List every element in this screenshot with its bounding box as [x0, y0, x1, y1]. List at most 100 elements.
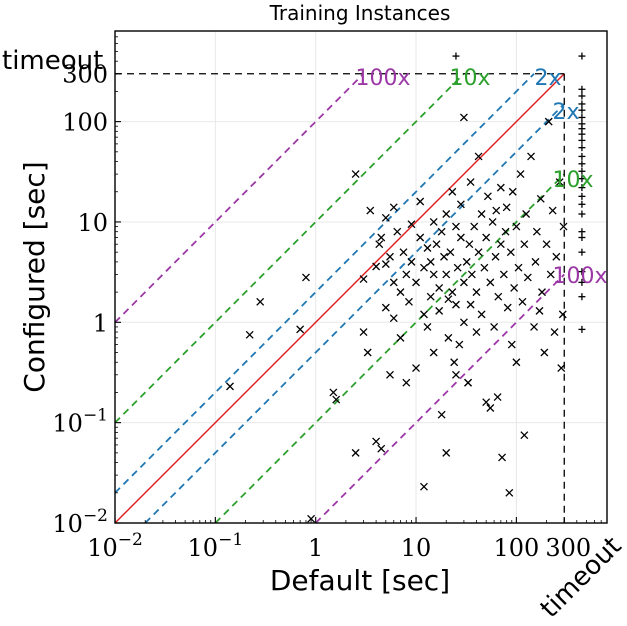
- data-point-stroke: [480, 263, 489, 272]
- data-point-stroke: [386, 252, 394, 261]
- data-point-stroke: [429, 218, 438, 226]
- ratio-line-upper-10x: [114, 73, 465, 424]
- data-point: [377, 444, 386, 453]
- data-point: [474, 248, 483, 257]
- data-point: [578, 192, 586, 200]
- data-point-stroke: [396, 288, 405, 297]
- data-point-stroke: [498, 453, 507, 462]
- data-point-stroke: [467, 270, 476, 279]
- tick-label-x: 1: [308, 534, 323, 562]
- data-point: [393, 227, 402, 236]
- data-point-stroke: [444, 333, 453, 342]
- data-point: [578, 175, 586, 183]
- data-point-stroke: [482, 233, 491, 242]
- data-point: [498, 453, 507, 462]
- data-point: [435, 306, 444, 315]
- data-point: [359, 275, 368, 283]
- data-point: [522, 210, 531, 218]
- data-point-stroke: [452, 300, 460, 309]
- data-point: [578, 160, 586, 168]
- ratio-line-lower-2x: [144, 103, 565, 524]
- data-point: [420, 263, 428, 272]
- data-point-stroke: [464, 378, 473, 387]
- data-point: [442, 210, 451, 218]
- data-point-stroke: [514, 263, 523, 272]
- data-point: [578, 144, 586, 152]
- data-point: [482, 398, 491, 407]
- data-point: [505, 488, 514, 497]
- data-point: [437, 227, 446, 236]
- data-point: [540, 348, 549, 357]
- data-point: [435, 283, 444, 292]
- data-point: [466, 178, 475, 186]
- data-point-stroke: [472, 288, 481, 297]
- data-point: [578, 167, 586, 175]
- data-point-stroke: [522, 210, 531, 218]
- data-point-stroke: [474, 152, 483, 161]
- data-point: [467, 270, 476, 279]
- data-point-stroke: [416, 233, 425, 242]
- data-point-stroke: [455, 340, 464, 349]
- data-point: [507, 340, 516, 349]
- data-point: [508, 187, 517, 196]
- data-point: [578, 200, 586, 208]
- data-point-stroke: [486, 278, 495, 287]
- data-point-stroke: [450, 358, 459, 367]
- data-point-stroke: [456, 233, 465, 242]
- data-point: [389, 314, 398, 323]
- data-point: [448, 187, 457, 196]
- data-point-stroke: [544, 117, 553, 126]
- data-point: [483, 192, 492, 201]
- data-point-stroke: [442, 210, 451, 218]
- data-point-stroke: [466, 300, 475, 309]
- data-point-stroke: [523, 273, 532, 282]
- data-point-stroke: [490, 322, 499, 331]
- data-point-stroke: [496, 240, 505, 249]
- data-point: [480, 263, 489, 272]
- plot-frame: [114, 30, 608, 524]
- data-point-stroke: [470, 222, 479, 231]
- data-point: [429, 348, 438, 357]
- y-timeout-label: timeout: [2, 46, 103, 76]
- data-point: [506, 248, 515, 257]
- data-point-stroke: [512, 222, 521, 231]
- data-point-stroke: [448, 187, 457, 196]
- data-point: [351, 448, 360, 457]
- data-point-stroke: [492, 206, 501, 215]
- ratio-line-lower-10x: [214, 173, 565, 524]
- tick-label-y: 300: [62, 61, 108, 89]
- tick-label-y: 10−2: [52, 506, 108, 538]
- data-point-stroke: [407, 220, 416, 229]
- data-point-stroke: [386, 370, 394, 379]
- data-point: [465, 240, 474, 249]
- data-point: [531, 257, 540, 266]
- data-point-stroke: [552, 252, 561, 261]
- data-point: [332, 395, 341, 404]
- data-point: [416, 233, 425, 242]
- data-point-stroke: [557, 364, 566, 373]
- tick-label-x: 10−2: [87, 530, 143, 562]
- data-point: [523, 273, 532, 282]
- data-point: [555, 178, 564, 186]
- data-point-stroke: [503, 303, 512, 312]
- ratio-line-upper-100x: [114, 73, 365, 323]
- data-point-stroke: [546, 270, 555, 279]
- data-point: [578, 136, 586, 144]
- data-point-stroke: [226, 382, 234, 391]
- data-point-stroke: [459, 318, 468, 327]
- data-point-stroke: [535, 306, 544, 315]
- data-point: [530, 322, 539, 331]
- data-point: [396, 288, 405, 297]
- data-point: [578, 106, 586, 114]
- data-point-stroke: [512, 358, 521, 367]
- data-point: [544, 117, 553, 126]
- data-point-stroke: [245, 330, 254, 339]
- data-point: [402, 378, 411, 387]
- data-point: [474, 152, 483, 161]
- data-point: [486, 278, 495, 287]
- tick-label-y: 100: [62, 109, 108, 137]
- data-point: [375, 240, 384, 249]
- data-point-stroke: [538, 288, 546, 297]
- data-point-stroke: [444, 295, 453, 304]
- data-point-stroke: [555, 178, 564, 186]
